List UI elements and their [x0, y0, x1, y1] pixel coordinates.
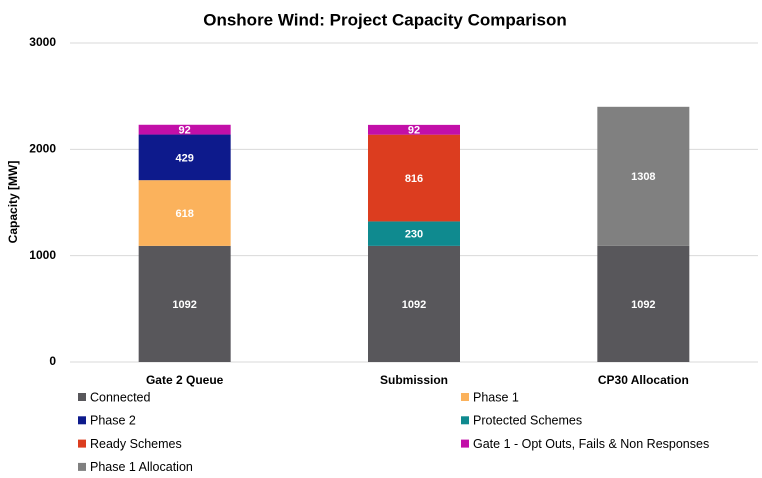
data-label: 429 [175, 152, 193, 164]
bar-segment [138, 134, 231, 181]
legend-label: Phase 1 [473, 390, 519, 404]
legend-label: Connected [90, 390, 151, 404]
legend-swatch [78, 393, 86, 401]
y-tick-label: 3000 [29, 35, 56, 49]
legend-swatch [78, 439, 86, 448]
x-tick-label: CP30 Allocation [598, 373, 689, 387]
data-label: 230 [405, 229, 423, 241]
y-tick-label: 2000 [29, 142, 56, 156]
data-label: 92 [179, 125, 191, 137]
y-tick-label: 1000 [29, 248, 56, 262]
data-label: 816 [405, 173, 423, 185]
legend-label: Protected Schemes [473, 414, 582, 428]
bar-segment [138, 245, 231, 362]
legend-swatch [78, 462, 86, 471]
x-tick-label: Gate 2 Queue [146, 373, 224, 387]
data-label: 1092 [402, 299, 426, 311]
bar-segment [597, 245, 690, 362]
data-label: 1092 [172, 299, 196, 311]
y-axis-label: Capacity [MW] [6, 161, 20, 244]
legend-label: Ready Schemes [90, 437, 182, 451]
bar-segment [368, 245, 460, 362]
legend-swatch [461, 416, 469, 425]
bar-segment [138, 180, 231, 246]
data-label: 1308 [631, 171, 655, 183]
bar-segment [368, 124, 460, 135]
legend-label: Gate 1 - Opt Outs, Fails & Non Responses [473, 437, 709, 451]
legend-swatch [461, 439, 469, 448]
x-tick-label: Submission [380, 373, 448, 387]
legend-swatch [78, 416, 86, 425]
bar-segment [597, 106, 690, 246]
data-label: 1092 [631, 299, 655, 311]
legend-label: Phase 2 [90, 414, 136, 428]
bar-segment [368, 221, 460, 246]
data-label: 618 [175, 208, 193, 220]
bar-segment [138, 124, 231, 135]
data-label: 92 [408, 125, 420, 137]
y-tick-label: 0 [49, 354, 56, 368]
chart-title: Onshore Wind: Project Capacity Compariso… [203, 10, 567, 29]
legend-swatch [461, 393, 469, 401]
legend-label: Phase 1 Allocation [90, 460, 193, 474]
bar-segment [368, 134, 460, 222]
